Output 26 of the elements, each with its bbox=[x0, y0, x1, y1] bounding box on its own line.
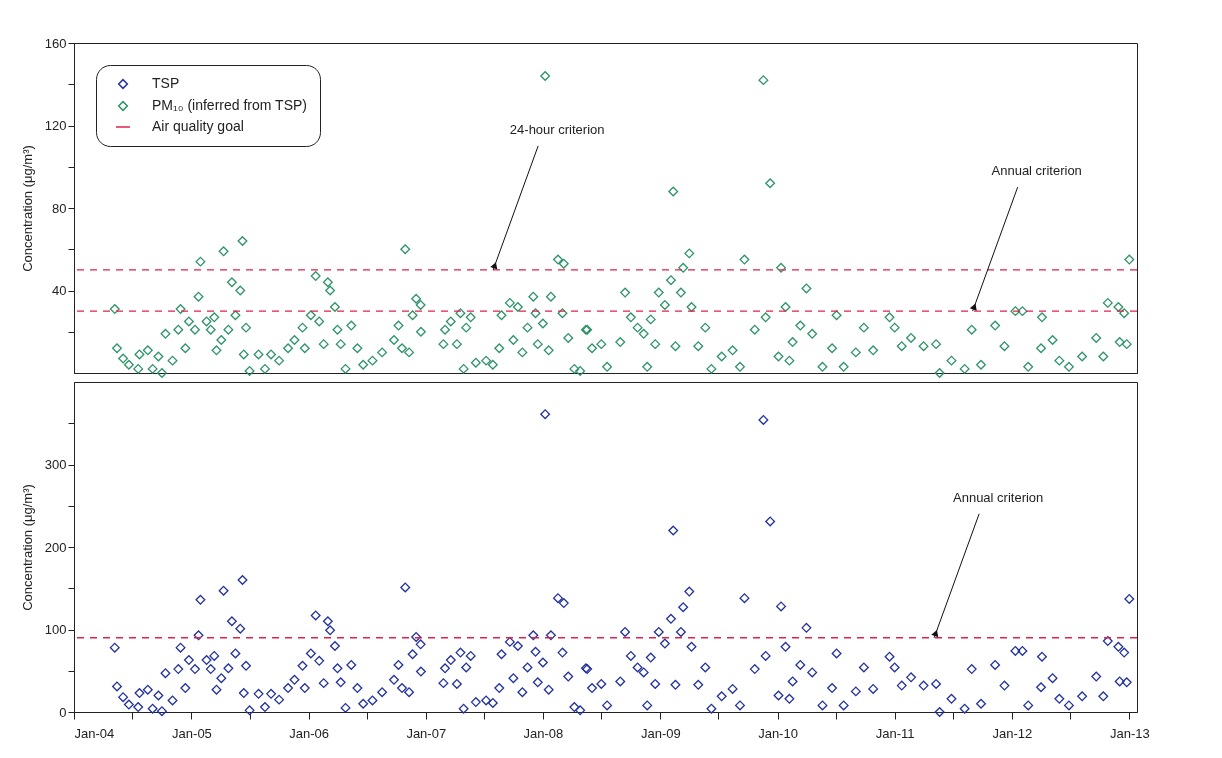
x-tick-label: Jan-06 bbox=[289, 725, 329, 741]
x-tick-label: Jan-04 bbox=[74, 725, 115, 741]
y-tick-label: 300 bbox=[44, 457, 67, 472]
x-tick-label: Jan-12 bbox=[992, 725, 1033, 741]
x-tick-label: Jan-10 bbox=[758, 725, 798, 741]
y-tick-label: 80 bbox=[52, 200, 67, 216]
x-tick-label: Jan-07 bbox=[406, 725, 447, 741]
y-tick-label: 120 bbox=[44, 118, 67, 133]
legend-label: PM₁₀ (inferred from TSP) bbox=[152, 97, 307, 113]
legend-label: Air quality goal bbox=[152, 118, 244, 134]
x-tick-label: Jan-05 bbox=[172, 725, 212, 741]
y-tick-label: 0 bbox=[59, 704, 67, 720]
annotation: Annual criterion bbox=[991, 163, 1082, 179]
y-tick-label: 40 bbox=[52, 283, 67, 298]
x-tick-label: Jan-08 bbox=[523, 725, 564, 741]
y-tick-label: 160 bbox=[44, 35, 67, 51]
annotation: 24-hour criterion bbox=[509, 121, 605, 137]
y-tick-label: 200 bbox=[44, 539, 67, 555]
y-tick-label: 100 bbox=[44, 622, 67, 637]
y-axis-title: Concentration (μg/m³) bbox=[19, 484, 35, 611]
x-tick-label: Jan-11 bbox=[875, 725, 915, 741]
x-tick-label: Jan-13 bbox=[1109, 725, 1150, 741]
x-tick-label: Jan-09 bbox=[641, 725, 681, 741]
y-axis-title: Concentration (μg/m³) bbox=[19, 145, 35, 272]
legend-label: TSP bbox=[152, 75, 180, 91]
annotation: Annual criterion bbox=[952, 489, 1044, 505]
